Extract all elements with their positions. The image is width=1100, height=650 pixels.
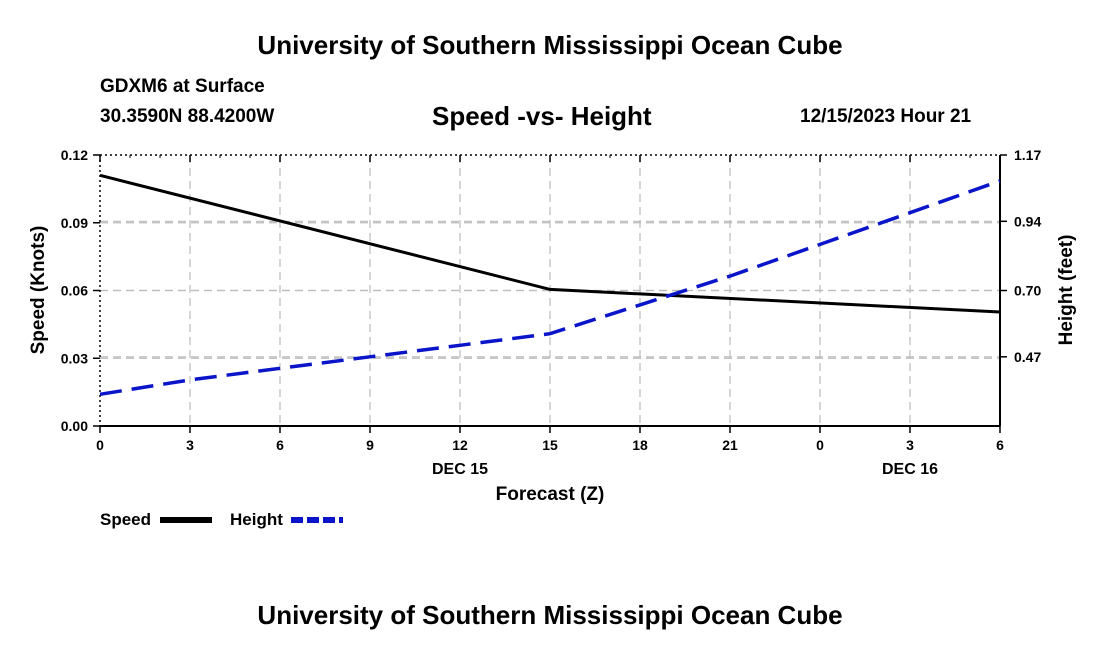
x-date-label: DEC 15 <box>432 461 488 478</box>
chart-series <box>99 173 1001 397</box>
x-tick-label: 21 <box>722 437 738 453</box>
y-tick-label: 0.12 <box>61 147 88 163</box>
chart-title: Speed -vs- Height <box>432 101 652 131</box>
x-tick-label: 18 <box>632 437 648 453</box>
x-date-label: DEC 16 <box>882 461 938 478</box>
chart-labels: 0 3 6 9 12 15 18 21 0 3 6 DEC 15 DEC 16 0.00 0.03 0.06 0… <box>28 147 1077 505</box>
page-title: University of Southern Mississippi Ocean… <box>257 30 843 60</box>
x-tick-label: 12 <box>452 437 468 453</box>
x-tick-label: 6 <box>996 437 1004 453</box>
y-tick-label: 0.09 <box>61 215 88 231</box>
x-tick-label: 3 <box>186 437 194 453</box>
series-speed-line <box>99 173 1001 314</box>
x-tick-label: 9 <box>366 437 374 453</box>
y2-tick-label: 0.94 <box>1014 213 1041 229</box>
legend-height-label: Height <box>230 510 283 529</box>
y2-tick-label: 1.17 <box>1014 147 1041 163</box>
station-coordinates: 30.3590N 88.4200W <box>100 106 275 127</box>
legend-speed-label: Speed <box>100 510 152 529</box>
x-tick-label: 3 <box>906 437 914 453</box>
y-tick-label: 0.06 <box>61 283 88 299</box>
footer-title: University of Southern Mississippi Ocean… <box>257 600 843 630</box>
x-tick-label: 0 <box>816 437 824 453</box>
y-axis-title: Speed (Knots) <box>28 226 49 355</box>
y-tick-label: 0.00 <box>61 418 88 434</box>
x-tick-label: 0 <box>96 437 104 453</box>
y2-axis-title: Height (feet) <box>1056 235 1077 346</box>
station-label: GDXM6 at Surface <box>100 76 265 97</box>
y-tick-label: 0.03 <box>61 350 88 366</box>
x-tick-label: 6 <box>276 437 284 453</box>
x-axis-title: Forecast (Z) <box>496 484 605 505</box>
x-tick-label: 15 <box>542 437 558 453</box>
y2-tick-label: 0.70 <box>1014 283 1041 299</box>
chart-ticks <box>93 154 1007 433</box>
y2-tick-label: 0.47 <box>1014 349 1041 365</box>
forecast-datetime: 12/15/2023 Hour 21 <box>800 106 972 127</box>
series-height-line <box>99 179 1001 397</box>
